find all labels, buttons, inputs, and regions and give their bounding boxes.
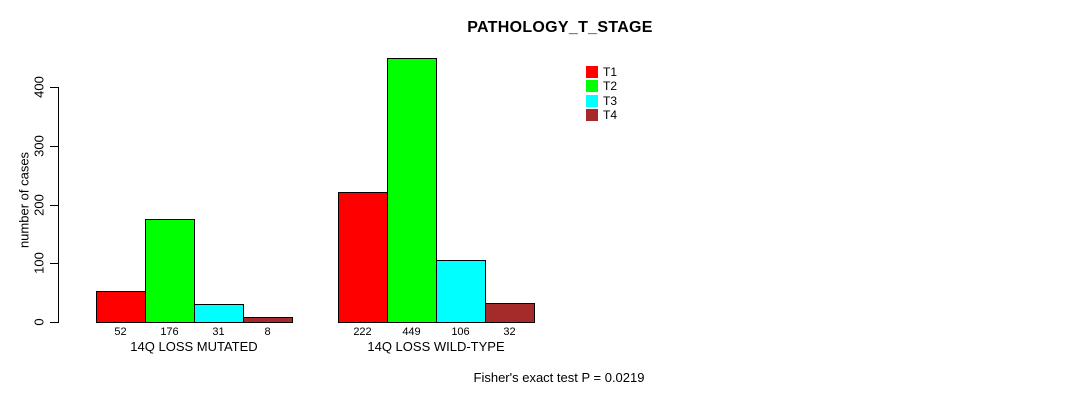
bar-t3-group2 [436, 260, 486, 323]
bar-t2-group1 [145, 219, 195, 323]
x-category-label: 14Q LOSS WILD-TYPE [367, 339, 505, 354]
y-axis-tick [50, 87, 58, 88]
legend-item: T2 [586, 80, 617, 92]
legend-swatch-t4 [586, 109, 598, 121]
fisher-test-annotation: Fisher's exact test P = 0.0219 [473, 370, 645, 385]
x-category-label: 14Q LOSS MUTATED [130, 339, 258, 354]
bar-value-label: 106 [451, 326, 470, 338]
y-axis-label: number of cases [16, 151, 32, 249]
legend-item: T4 [586, 109, 617, 121]
y-axis-tick [50, 205, 58, 206]
y-tick-label: 400 [31, 76, 47, 98]
bar-t2-group2 [387, 58, 437, 323]
bar-value-label: 8 [264, 326, 271, 338]
bar-value-label: 449 [402, 326, 421, 338]
bar-value-label: 176 [160, 326, 179, 338]
legend-label: T1 [603, 65, 618, 79]
legend-label: T3 [603, 94, 618, 108]
legend-swatch-t1 [586, 66, 598, 78]
legend-swatch-t2 [586, 80, 598, 92]
y-tick-label: 0 [31, 318, 47, 326]
legend-label: T2 [603, 79, 618, 93]
y-axis-tick [50, 146, 58, 147]
y-axis-tick [50, 263, 58, 264]
bar-value-label: 32 [503, 326, 516, 338]
bar-t4-group2 [485, 303, 535, 323]
bar-t1-group2 [338, 192, 388, 323]
legend-label: T4 [603, 108, 618, 122]
y-tick-label: 200 [31, 194, 47, 216]
bar-value-label: 222 [353, 326, 372, 338]
bar-t4-group1 [243, 317, 293, 323]
legend-item: T1 [586, 66, 617, 78]
y-axis-line [58, 87, 59, 323]
bar-value-label: 31 [212, 326, 225, 338]
bar-value-label: 52 [114, 326, 127, 338]
chart-title: PATHOLOGY_T_STAGE [467, 19, 653, 36]
y-axis-tick [50, 322, 58, 323]
bar-t3-group1 [194, 304, 244, 323]
y-tick-label: 300 [31, 135, 47, 157]
legend-item: T3 [586, 95, 617, 107]
legend-swatch-t3 [586, 95, 598, 107]
y-tick-label: 100 [31, 252, 47, 274]
bar-t1-group1 [96, 291, 146, 323]
